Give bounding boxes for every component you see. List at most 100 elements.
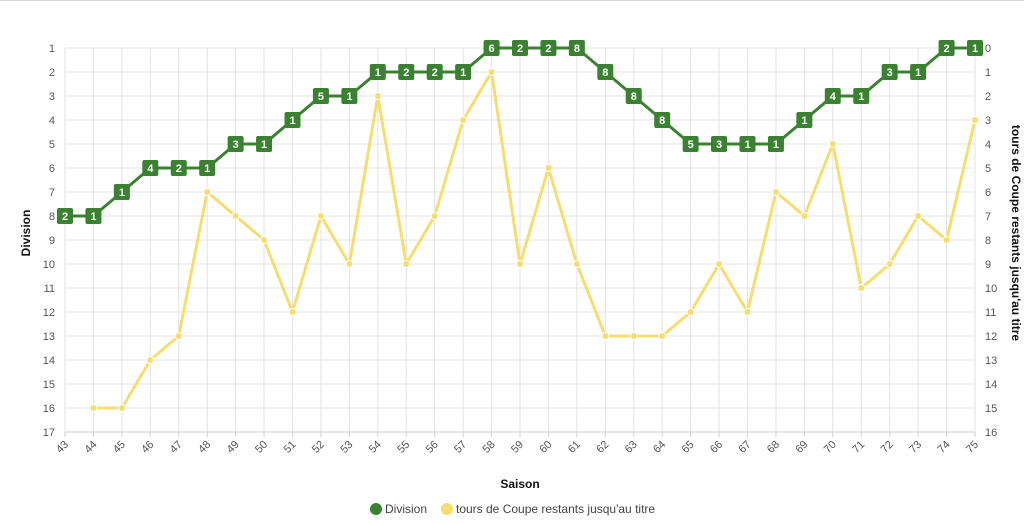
cup-point [203, 188, 212, 196]
division-point-box [312, 88, 329, 104]
division-point-box [398, 64, 415, 80]
cup-point [89, 404, 98, 412]
division-point-box [938, 40, 955, 56]
division-point: 1 [369, 64, 386, 80]
division-point-box [881, 64, 898, 80]
x-tick-label: 61 [566, 439, 583, 456]
division-point: 2 [512, 40, 528, 56]
y-right-tick-label: 9 [985, 259, 991, 271]
y-left-tick-label: 17 [43, 427, 55, 439]
division-point-label: 1 [375, 67, 381, 79]
cup-point [516, 260, 524, 268]
x-tick-label: 74 [936, 439, 953, 456]
legend-item-division[interactable]: Division [370, 502, 427, 516]
division-point: 1 [113, 184, 130, 200]
cup-point [971, 116, 979, 124]
division-point-label: 1 [460, 67, 466, 79]
x-tick-label: 58 [481, 439, 498, 456]
division-point-label: 6 [489, 43, 495, 55]
x-tick-label: 72 [879, 439, 896, 456]
y-right-tick-label: 2 [985, 91, 991, 103]
x-tick-label: 57 [452, 439, 469, 456]
y-right-tick-label: 11 [985, 307, 996, 319]
y-left-tick-label: 1 [49, 43, 55, 55]
x-tick-label: 48 [196, 439, 213, 456]
division-point-label: 5 [688, 139, 694, 151]
y-left-tick-label: 5 [49, 139, 55, 151]
division-point: 2 [938, 40, 955, 56]
division-point: 4 [824, 88, 841, 104]
division-point-label: 4 [830, 91, 837, 103]
legend-item-cup[interactable]: tours de Coupe restants jusqu'au titre [441, 502, 655, 516]
division-point-label: 2 [403, 67, 409, 79]
division-point-label: 2 [432, 67, 438, 79]
x-tick-label: 75 [964, 439, 981, 456]
x-tick-label: 55 [395, 439, 412, 456]
cup-point [316, 212, 325, 220]
cup-point [857, 284, 866, 292]
division-point: 5 [682, 136, 699, 152]
division-point-label: 2 [62, 211, 68, 223]
y-left-tick-label: 9 [49, 235, 55, 247]
cup-point [771, 188, 780, 196]
legend-swatch-cup [441, 503, 453, 515]
y-left-tick-label: 11 [44, 283, 55, 295]
x-tick-label: 68 [765, 439, 782, 456]
division-point-label: 1 [204, 163, 210, 175]
division-point-label: 1 [346, 91, 352, 103]
x-tick-label: 46 [139, 439, 156, 456]
division-point-label: 1 [90, 211, 96, 223]
y-right-tick-label: 15 [985, 403, 997, 415]
division-point: 8 [597, 64, 614, 80]
division-point-box [341, 88, 358, 104]
y-left-tick-label: 13 [43, 331, 55, 343]
division-point-label: 8 [574, 43, 580, 55]
cup-point [658, 332, 667, 340]
cup-series-line [93, 70, 977, 410]
x-tick-label: 67 [736, 439, 753, 456]
series-division: 2 1 1 4 2 1 3 1 1 5 1 1 2 2 1 6 2 2 8 8 8 8 5 3 1 1 1 4 1 3 1 2 1 [57, 40, 983, 224]
cup-point [800, 212, 809, 220]
cup-point [885, 260, 894, 268]
division-point: 1 [967, 40, 983, 56]
y-left-tick-label: 2 [49, 67, 55, 79]
division-point: 2 [540, 40, 557, 56]
division-point: 5 [312, 88, 329, 104]
division-point-label: 3 [716, 139, 722, 151]
division-point: 1 [199, 160, 216, 176]
x-axis-title: Saison [500, 477, 539, 491]
y-right-tick-label: 10 [985, 283, 997, 295]
division-point: 1 [796, 112, 813, 128]
division-point-box [369, 64, 386, 80]
division-point-label: 1 [773, 139, 779, 151]
division-point-box [853, 88, 870, 104]
division-point-box [568, 40, 585, 56]
cup-point [146, 356, 155, 364]
division-point-box [85, 208, 102, 224]
x-tick-label: 43 [54, 439, 71, 456]
x-tick-label: 45 [111, 439, 128, 456]
legend-label-division: Division [385, 502, 427, 516]
cup-point [373, 92, 382, 100]
x-tick-label: 44 [82, 439, 99, 456]
y-right-tick-label: 6 [985, 187, 991, 199]
x-tick-label: 51 [281, 439, 298, 456]
x-tick-label: 62 [594, 439, 611, 456]
y-left-tick-label: 12 [43, 307, 55, 319]
division-point-label: 2 [944, 43, 950, 55]
x-tick-label: 59 [509, 439, 526, 456]
division-point: 3 [881, 64, 898, 80]
cup-point [288, 308, 297, 316]
division-point-box [540, 40, 557, 56]
division-point: 1 [455, 64, 472, 80]
cup-point [828, 140, 837, 148]
division-point-label: 1 [744, 139, 750, 151]
y-right-tick-label: 1 [985, 67, 991, 79]
y-left-tick-label: 16 [43, 403, 55, 415]
division-point-box [597, 64, 614, 80]
division-point-label: 2 [545, 43, 551, 55]
y-right-tick-label: 4 [985, 139, 991, 151]
division-point-label: 1 [972, 43, 978, 55]
